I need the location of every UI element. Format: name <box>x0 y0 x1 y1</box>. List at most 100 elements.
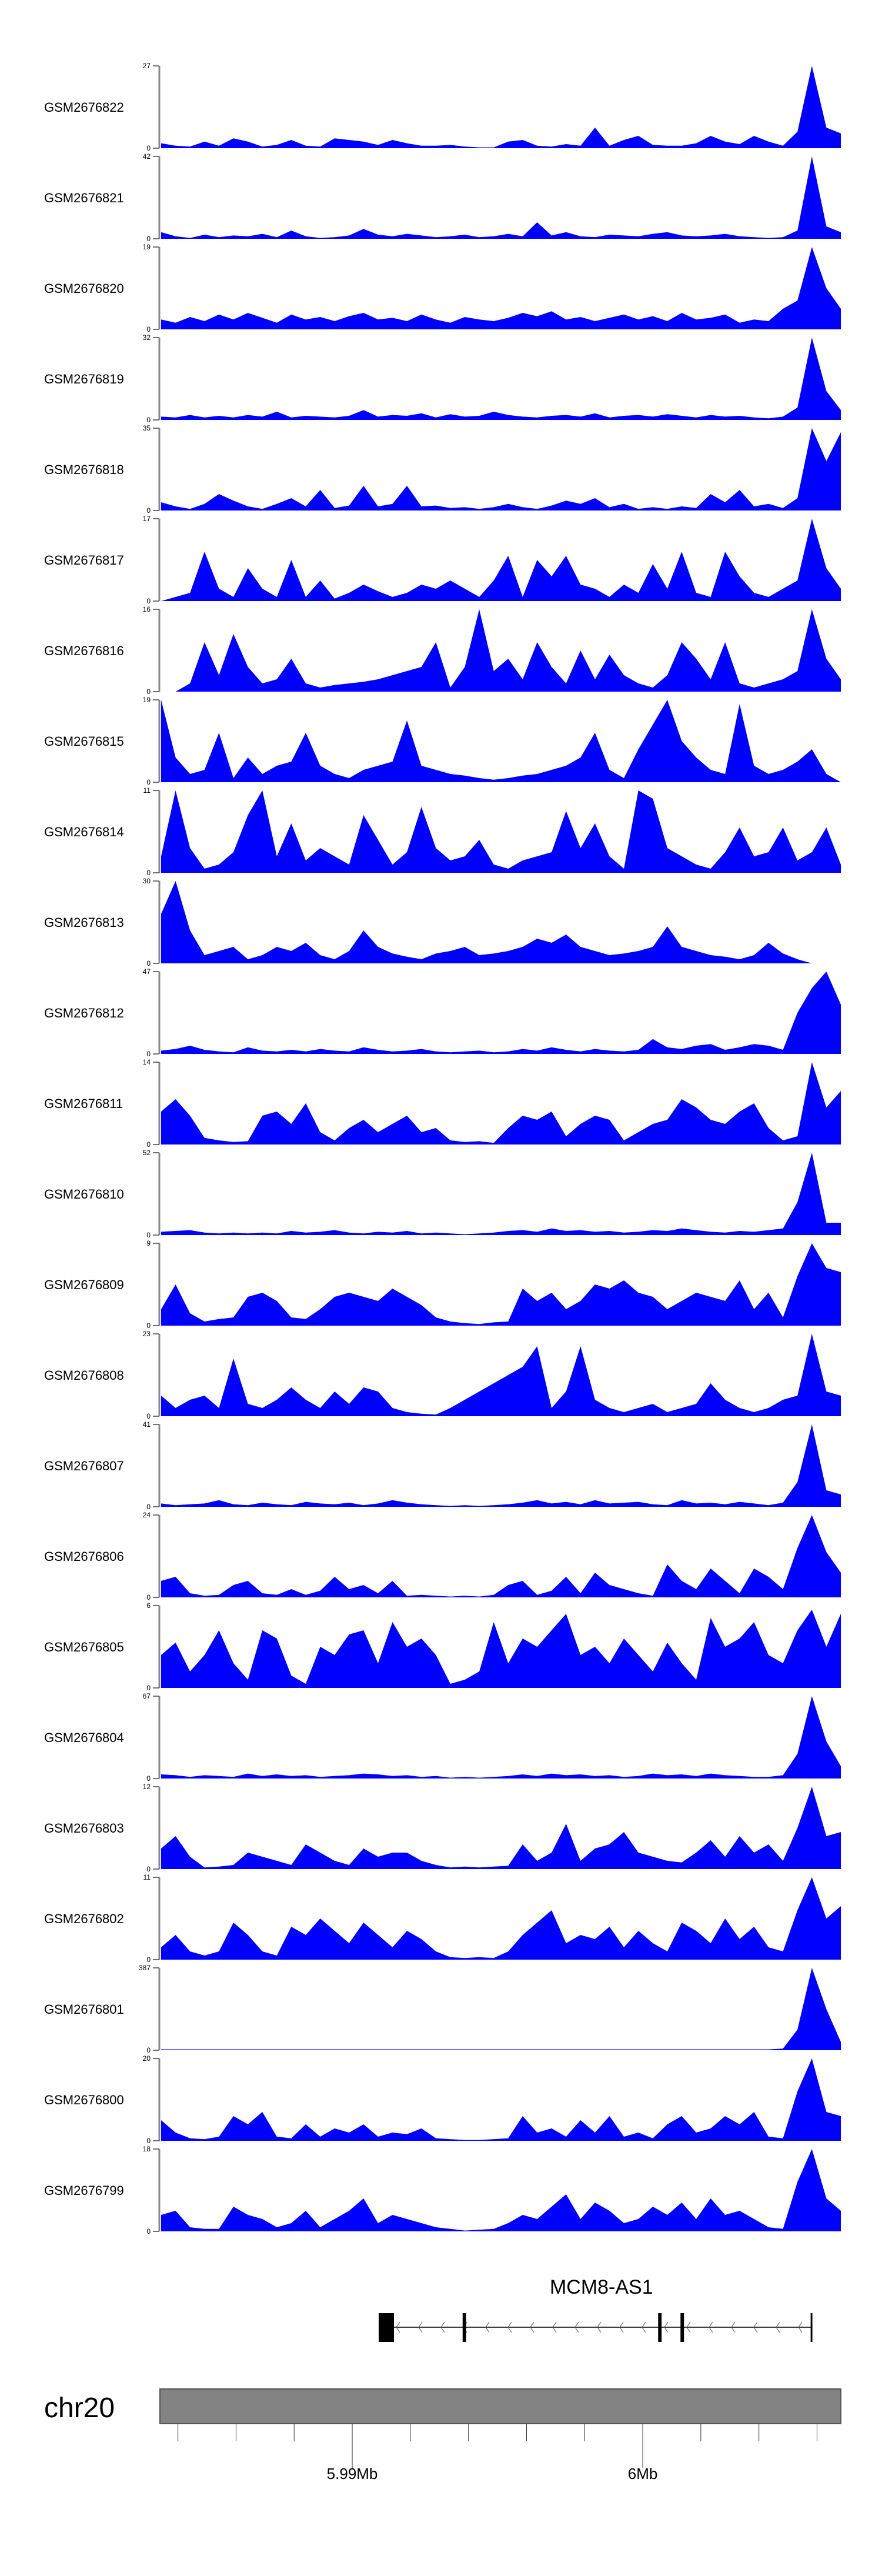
exon <box>680 2313 684 2342</box>
y-max-label: 52 <box>143 1149 151 1157</box>
strand-arrow-icon <box>798 2321 803 2333</box>
y-min-label: 0 <box>146 1865 151 1873</box>
strand-arrow-icon <box>776 2321 780 2333</box>
track-label: GSM2676799 <box>44 2183 124 2198</box>
y-max-label: 17 <box>143 515 151 523</box>
coverage-area <box>161 972 841 1054</box>
strand-arrow-icon <box>686 2321 691 2333</box>
y-max-label: 12 <box>143 1783 151 1791</box>
y-min-label: 0 <box>146 144 151 152</box>
y-min-label: 0 <box>146 597 151 605</box>
track-label: GSM2676808 <box>44 1368 124 1383</box>
coverage-area <box>161 609 841 692</box>
track-label: GSM2676820 <box>44 281 124 296</box>
track-GSM2676799: GSM2676799 18 0 <box>44 2145 841 2235</box>
coverage-area <box>161 1877 841 1960</box>
track-GSM2676802: GSM2676802 11 0 <box>44 1873 841 1964</box>
track-GSM2676801: GSM2676801 387 0 <box>44 1964 841 2054</box>
y-min-label: 0 <box>146 1956 151 1964</box>
strand-arrow-icon <box>507 2321 512 2333</box>
y-max-label: 9 <box>146 1239 151 1247</box>
y-min-label: 0 <box>146 506 151 515</box>
coverage-area <box>161 338 841 420</box>
track-GSM2676807: GSM2676807 41 0 <box>44 1420 841 1511</box>
y-min-label: 0 <box>146 688 151 696</box>
strand-arrow-icon <box>619 2321 624 2333</box>
coverage-area <box>161 66 841 148</box>
coverage-area <box>161 2058 841 2141</box>
track-GSM2676800: GSM2676800 20 0 <box>44 2054 841 2145</box>
strand-arrow-icon <box>731 2321 736 2333</box>
track-label: GSM2676821 <box>44 191 124 205</box>
track-label: GSM2676813 <box>44 915 124 930</box>
coverage-area <box>161 790 841 873</box>
coverage-area <box>161 1968 841 2050</box>
y-min-label: 0 <box>146 1322 151 1330</box>
coverage-area <box>161 428 841 510</box>
track-GSM2676808: GSM2676808 23 0 <box>44 1330 841 1420</box>
strand-arrow-icon <box>753 2321 758 2333</box>
track-GSM2676812: GSM2676812 47 0 <box>44 967 841 1058</box>
y-max-label: 41 <box>143 1420 151 1429</box>
track-GSM2676804: GSM2676804 67 0 <box>44 1692 841 1783</box>
exon <box>462 2313 466 2342</box>
coverage-area <box>161 2149 841 2231</box>
y-max-label: 27 <box>143 62 151 70</box>
track-GSM2676809: GSM2676809 9 0 <box>44 1239 841 1330</box>
track-GSM2676811: GSM2676811 14 0 <box>44 1058 841 1149</box>
y-min-label: 0 <box>146 1050 151 1058</box>
y-max-label: 387 <box>139 1964 151 1972</box>
coverage-area <box>161 1153 841 1235</box>
exon <box>810 2313 813 2342</box>
track-label: GSM2676804 <box>44 1730 124 1745</box>
y-max-label: 14 <box>143 1058 151 1066</box>
y-min-label: 0 <box>146 235 151 243</box>
track-label: GSM2676812 <box>44 1006 124 1020</box>
coverage-area <box>161 1062 841 1144</box>
track-label: GSM2676814 <box>44 825 124 839</box>
track-label: GSM2676815 <box>44 734 124 749</box>
coverage-area <box>161 1424 841 1507</box>
y-max-label: 67 <box>143 1692 151 1700</box>
track-label: GSM2676801 <box>44 2002 124 2017</box>
track-label: GSM2676805 <box>44 1640 124 1654</box>
coverage-area <box>161 247 841 329</box>
y-min-label: 0 <box>146 416 151 424</box>
y-max-label: 18 <box>143 2145 151 2153</box>
y-max-label: 19 <box>143 243 151 251</box>
track-GSM2676816: GSM2676816 16 0 <box>44 605 841 696</box>
gene-track: MCM8-AS1 <box>379 2276 813 2342</box>
y-max-label: 19 <box>143 696 151 704</box>
coverage-area <box>161 1334 841 1416</box>
track-GSM2676810: GSM2676810 52 0 <box>44 1149 841 1239</box>
track-label: GSM2676822 <box>44 100 124 115</box>
y-max-label: 11 <box>143 1873 151 1881</box>
y-min-label: 0 <box>146 1774 151 1783</box>
y-min-label: 0 <box>146 959 151 967</box>
y-min-label: 0 <box>146 2046 151 2054</box>
y-min-label: 0 <box>146 1503 151 1511</box>
exon <box>658 2313 662 2342</box>
coverage-area <box>161 1243 841 1326</box>
axis-tick-label: 6Mb <box>628 2465 658 2482</box>
strand-arrow-icon <box>664 2321 669 2333</box>
genome-axis: chr20 5.99Mb 6Mb <box>44 2388 841 2482</box>
track-label: GSM2676810 <box>44 1187 124 1202</box>
y-max-label: 32 <box>143 333 151 342</box>
y-max-label: 11 <box>143 786 151 795</box>
track-label: GSM2676818 <box>44 462 124 477</box>
y-max-label: 47 <box>143 967 151 976</box>
track-label: GSM2676816 <box>44 643 124 658</box>
track-GSM2676822: GSM2676822 27 0 <box>44 62 841 152</box>
y-min-label: 0 <box>146 778 151 786</box>
y-max-label: 42 <box>143 152 151 161</box>
y-max-label: 35 <box>143 424 151 432</box>
coverage-area <box>161 1696 841 1778</box>
strand-arrow-icon <box>552 2321 557 2333</box>
y-min-label: 0 <box>146 1412 151 1420</box>
y-max-label: 24 <box>143 1511 151 1519</box>
track-label: GSM2676806 <box>44 1549 124 1564</box>
chromosome-bar <box>159 2388 841 2424</box>
track-label: GSM2676817 <box>44 553 124 568</box>
